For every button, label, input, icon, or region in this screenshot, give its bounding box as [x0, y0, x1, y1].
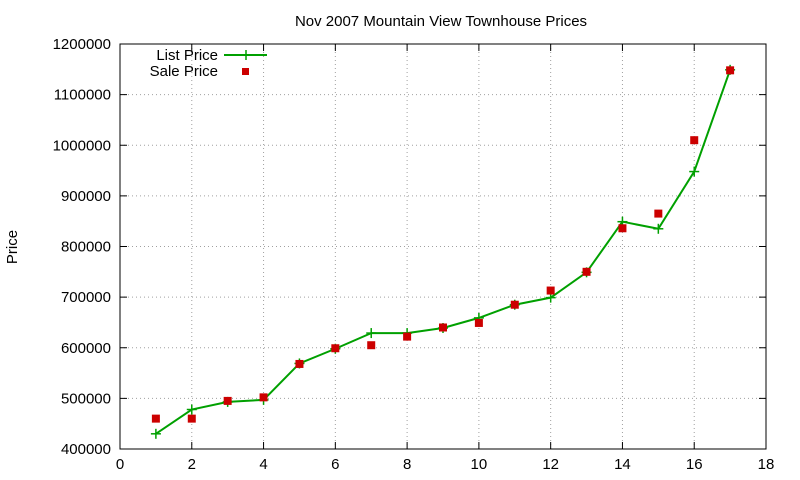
x-tick-label: 0 [116, 456, 124, 473]
x-tick-label: 18 [758, 456, 775, 473]
sale-price-point [403, 332, 412, 341]
sale-price-point [654, 209, 663, 218]
sale-price-point [582, 267, 591, 276]
x-tick-label: 16 [686, 456, 703, 473]
list-price-point [653, 223, 664, 234]
sale-price-point [510, 300, 519, 309]
sale-price-point [223, 396, 232, 405]
y-tick-label: 600000 [61, 340, 111, 357]
grid-lines [120, 44, 766, 449]
x-tick-label: 10 [471, 456, 488, 473]
x-tick-label: 8 [403, 456, 411, 473]
legend-label-sale-price: Sale Price [150, 63, 218, 80]
sale-price-point [726, 66, 735, 75]
sale-price-point [367, 341, 376, 350]
list-price-line [155, 69, 732, 435]
sale-price-point [151, 414, 160, 423]
sale-price-point [618, 224, 627, 233]
sale-price-point [187, 414, 196, 423]
sale-price-point [439, 323, 447, 332]
y-tick-label: 1100000 [54, 87, 111, 104]
list-price-point [689, 166, 700, 177]
y-tick-label: 1200000 [53, 36, 111, 53]
x-tick-label: 4 [259, 456, 267, 473]
y-tick-label: 900000 [61, 188, 111, 205]
legend-label-list-price: List Price [156, 47, 218, 64]
sale-price-point [474, 318, 483, 327]
x-tick-label: 2 [188, 456, 196, 473]
y-tick-label: 1000000 [53, 137, 111, 154]
sale-price-point [331, 344, 340, 353]
sale-price-point [295, 359, 304, 368]
sale-price-point [259, 393, 268, 402]
sale-price-point [690, 136, 699, 145]
y-tick-label: 500000 [61, 390, 111, 407]
list-price-point [366, 328, 377, 339]
list-price-point [186, 404, 197, 415]
legend-marker-list-price [241, 50, 251, 60]
legend: List Price Sale Price [150, 47, 267, 80]
y-tick-label: 700000 [61, 289, 111, 306]
x-tick-label: 14 [614, 456, 631, 473]
list-price-point [150, 428, 161, 439]
x-axis-tick-labels: 0 2 4 6 8 10 12 14 16 18 [116, 456, 775, 473]
sale-price-point [546, 286, 555, 295]
y-axis-tick-labels: 400000 500000 600000 700000 800000 900000 1000… [53, 36, 111, 458]
x-tick-label: 12 [542, 456, 559, 473]
data-series [150, 64, 736, 439]
chart-title: Nov 2007 Mountain View Townhouse Prices [295, 13, 587, 30]
legend-marker-sale-price [242, 68, 249, 75]
y-tick-label: 400000 [61, 441, 111, 458]
y-axis-label: Price [4, 230, 21, 264]
axis-ticks [119, 43, 767, 450]
y-tick-label: 800000 [61, 239, 111, 256]
x-tick-label: 6 [331, 456, 339, 473]
